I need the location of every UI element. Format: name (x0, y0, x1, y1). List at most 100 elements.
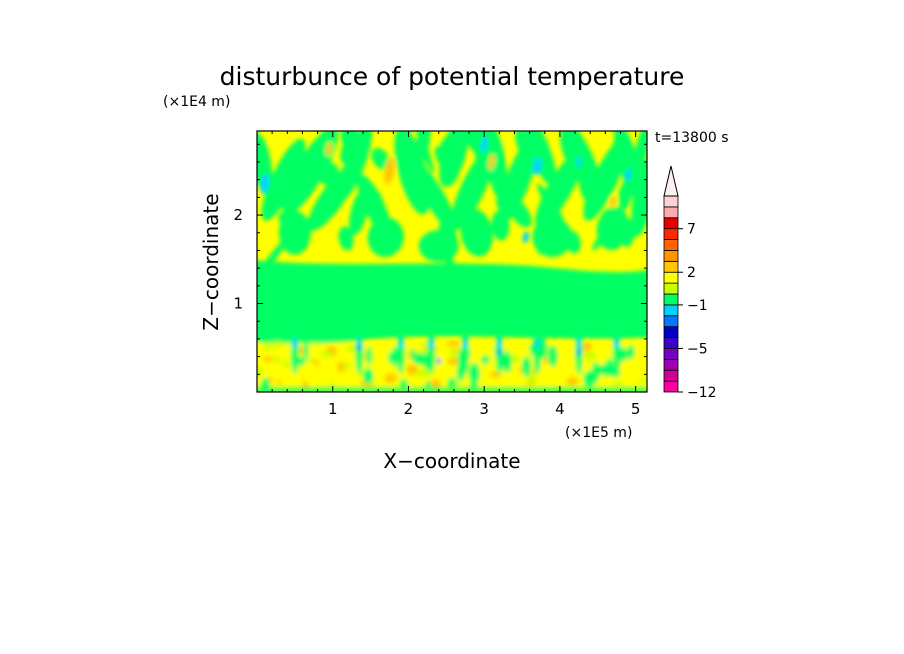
field-blob (449, 347, 456, 360)
colorbar-segment (663, 326, 679, 338)
field-blob (627, 344, 635, 360)
field-blob (497, 349, 502, 356)
y-axis-label: Z−coordinate (199, 193, 223, 330)
field-blob (497, 337, 502, 350)
colorbar-segment (663, 337, 679, 349)
field-blob (584, 351, 597, 360)
field-blob (536, 220, 549, 255)
field-blob (565, 230, 581, 254)
field-blob (463, 337, 468, 350)
field-blob (276, 380, 282, 385)
field-blob (533, 330, 542, 375)
field-blob (592, 235, 604, 251)
field-blob (438, 219, 457, 247)
field-blob (415, 370, 426, 377)
colorbar-tick-label: 2 (687, 265, 696, 281)
field-blob (303, 339, 309, 361)
field-blob (521, 356, 532, 377)
x-axis-label: X−coordinate (383, 449, 520, 473)
colorbar-segment (663, 304, 679, 317)
field-blob (468, 362, 480, 384)
plot-area (257, 131, 647, 392)
field-blob (391, 345, 398, 368)
field-blob (618, 180, 632, 210)
field-blob (609, 195, 617, 208)
colorbar-segment (663, 195, 679, 208)
field-blob (314, 359, 320, 367)
field-blob (338, 365, 346, 372)
field-blob (273, 356, 281, 364)
colorbar-tick-label: 7 (687, 222, 696, 238)
x-unit-label: (×1E5 m) (565, 425, 632, 441)
field-blob (522, 231, 529, 244)
field-blob (447, 357, 461, 366)
field-blob (460, 208, 493, 257)
colorbar-segment (663, 358, 679, 371)
field-blob (406, 364, 419, 375)
field-blob (488, 154, 496, 170)
x-tick-label: 3 (479, 400, 489, 418)
field-blob (633, 131, 647, 172)
field-blob (416, 131, 434, 174)
field-blob (605, 358, 614, 377)
chart-title: disturbunce of potential temperature (220, 62, 685, 91)
field-blob (547, 345, 558, 367)
field-blob (535, 337, 540, 350)
field-blob (257, 149, 277, 191)
colorbar-segment (663, 271, 679, 284)
field-blob (436, 358, 441, 365)
field-blob (507, 198, 532, 228)
field-blob (614, 337, 619, 350)
field-blob (624, 169, 632, 182)
x-tick-label: 2 (404, 400, 414, 418)
colorbar-segment (663, 348, 679, 360)
field-blob (429, 337, 434, 350)
field-blob (621, 219, 636, 248)
field-blob (576, 156, 582, 168)
field-blob (580, 342, 593, 352)
field-blob (611, 137, 629, 160)
time-label: t=13800 s (655, 130, 729, 146)
field-blob (515, 131, 535, 161)
field-blob (260, 174, 269, 194)
field-blob (355, 330, 364, 375)
y-tick-label: 1 (233, 295, 243, 313)
field-blob (388, 351, 393, 364)
plot-frame (256, 130, 648, 393)
field-blob (612, 330, 621, 375)
colorbar-segment (663, 315, 679, 328)
field-blob (357, 344, 362, 351)
field-blob (308, 358, 316, 364)
x-tick-label: 1 (328, 400, 338, 418)
x-axis-ticks: 1 2 3 4 5 (271, 131, 641, 418)
colorbar-segment (663, 293, 679, 306)
field-blob (325, 141, 333, 156)
colorbar-segment (663, 380, 679, 393)
field-blob (532, 157, 542, 176)
field-blob (330, 381, 335, 387)
field-blob (613, 381, 623, 386)
field-blob (461, 330, 470, 375)
field-band (257, 260, 647, 345)
colorbar-tick-label: −1 (687, 298, 708, 314)
field-blob (338, 226, 354, 251)
field-blob (374, 222, 390, 248)
field-blob (447, 377, 456, 388)
field-blob (434, 146, 447, 168)
field-blob (396, 330, 405, 375)
field-blob (452, 131, 464, 169)
field-blob (583, 370, 596, 388)
colorbar-segment (663, 228, 679, 240)
field-blob (362, 368, 374, 385)
colorbar-extend-arrow (663, 165, 679, 197)
field-blob (525, 131, 557, 187)
field-blob (366, 346, 373, 366)
field-blob (526, 373, 537, 384)
x-tick-label: 5 (631, 400, 641, 418)
colorbar-segment (663, 217, 679, 230)
field-bottom-strip (257, 386, 647, 392)
field-blob (457, 349, 463, 369)
x-tick-label: 4 (555, 400, 565, 418)
field-blob (270, 341, 284, 348)
field-blob (338, 131, 373, 200)
